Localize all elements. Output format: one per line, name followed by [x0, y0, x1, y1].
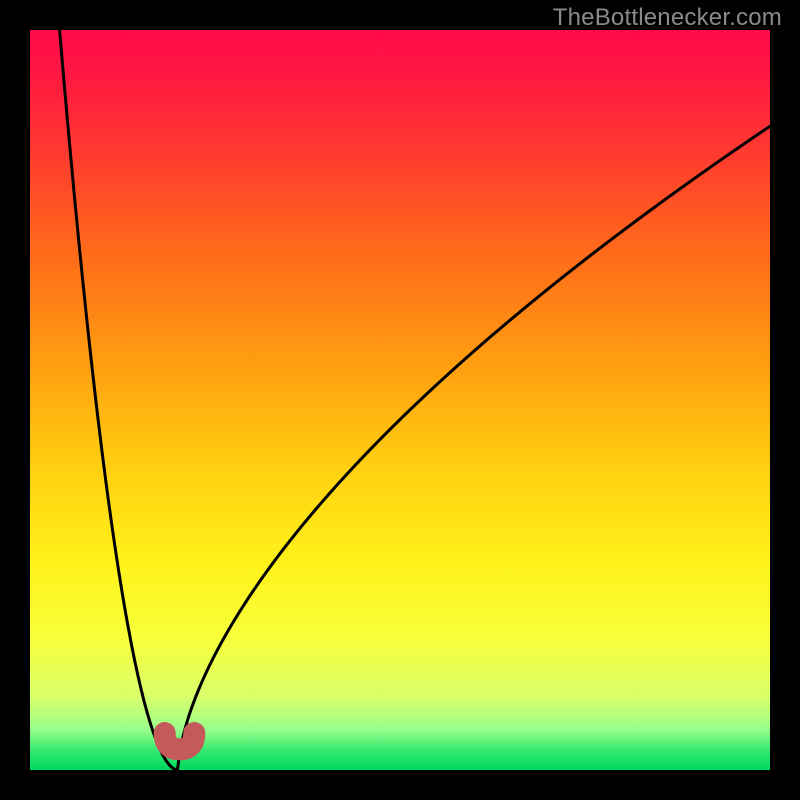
gradient-background	[30, 30, 770, 770]
chart-frame: TheBottlenecker.com	[0, 0, 800, 800]
watermark-text: TheBottlenecker.com	[553, 4, 782, 32]
bottleneck-curve-plot	[30, 30, 770, 770]
